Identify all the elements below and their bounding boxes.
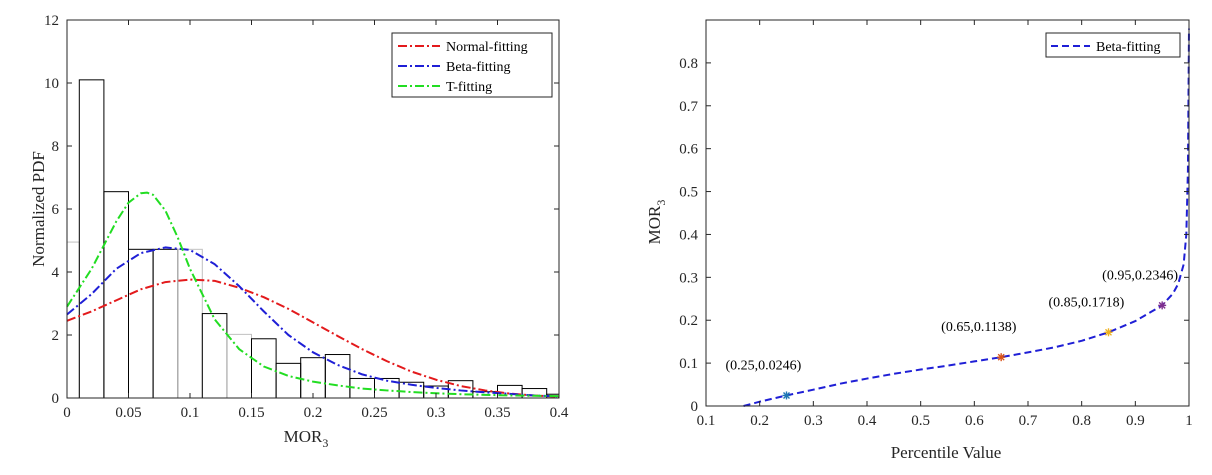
left-xtick-label: 0.35 [484, 405, 510, 421]
left-xtick-label: 0.3 [427, 405, 446, 421]
marker-annotation: (0.95,0.2346) [1102, 268, 1178, 283]
left-legend: Normal-fitting Beta-fitting T-fitting [391, 32, 553, 98]
left-xtick-label: 0.15 [238, 405, 264, 421]
left-xlabel-main: MOR [284, 427, 323, 446]
left-ytick-label: 0 [52, 391, 60, 407]
left-xtick-label: 0.2 [304, 405, 323, 421]
right-ytick-label: 0.1 [679, 356, 698, 372]
right-ytick-label: 0.7 [679, 99, 698, 115]
right-ytick-label: 0.4 [679, 227, 698, 243]
right-ytick-label: 0.3 [679, 270, 698, 286]
left-ytick-label: 8 [52, 139, 60, 155]
histogram-bar [78, 79, 105, 399]
legend-label-normal-fitting: Normal-fitting [446, 40, 528, 55]
left-histogram-chart: 0 0.05 0.1 0.15 0.2 0.25 0.3 0.35 0.4 0 2 4 6 8 10 12 N… [29, 13, 569, 450]
marker-annotation: (0.85,0.1718) [1049, 295, 1125, 310]
right-plot-frame [705, 19, 1190, 407]
left-xtick-label: 0.25 [361, 405, 387, 421]
left-ytick-label: 12 [44, 13, 59, 29]
histogram-bar [177, 248, 203, 399]
series-line-t-fitting [66, 191, 560, 398]
series-line-beta-fitting [743, 28, 1190, 407]
series-line-normal-fitting [66, 278, 560, 398]
left-xtick-label: 0.1 [181, 405, 200, 421]
histogram-bar [201, 313, 228, 399]
left-xlabel: MOR3 [284, 427, 329, 450]
right-xtick-label: 0.8 [1072, 413, 1091, 429]
histogram-bars [66, 79, 560, 399]
left-xtick-label: 0.05 [115, 405, 141, 421]
right-percentile-chart: (0.25,0.0246) (0.65,0.1138) (0.85,0.1718) (… [645, 19, 1193, 462]
right-ytick-label: 0 [691, 399, 699, 415]
left-ytick-label: 2 [52, 328, 60, 344]
right-axis-ticks: 0.1 0.2 0.3 0.4 0.5 0.6 0.7 0.8 0.9 100.10.20.30.… [679, 20, 1193, 429]
histogram-bar [128, 248, 154, 399]
percentile-curve [743, 28, 1190, 407]
right-xtick-label: 0.1 [697, 413, 716, 429]
series-line-beta-fitting [66, 246, 560, 398]
percentile-marker [997, 353, 1006, 362]
percentile-markers: (0.25,0.0246) (0.65,0.1138) (0.85,0.1718) (… [726, 268, 1178, 400]
fit-curves [66, 191, 560, 398]
right-xtick-label: 1 [1185, 413, 1193, 429]
histogram-bar [152, 248, 179, 399]
left-ytick-label: 6 [52, 202, 60, 218]
right-xtick-label: 0.7 [1019, 413, 1038, 429]
right-ytick-label: 0.5 [679, 185, 698, 201]
left-xtick-label: 0.4 [550, 405, 569, 421]
marker-annotation: (0.25,0.0246) [726, 358, 802, 373]
right-ytick-label: 0.2 [679, 313, 698, 329]
histogram-bar [251, 338, 277, 399]
left-xlabel-subscript: 3 [322, 436, 328, 450]
legend-label-beta-fitting: Beta-fitting [446, 60, 511, 75]
percentile-marker [1158, 301, 1167, 310]
left-ytick-label: 4 [52, 265, 60, 281]
right-xlabel: Percentile Value [891, 443, 1002, 462]
legend-label-beta-fitting: Beta-fitting [1096, 40, 1161, 55]
right-legend: Beta-fitting [1045, 32, 1181, 58]
histogram-bar [275, 362, 302, 399]
right-xtick-label: 0.3 [804, 413, 823, 429]
histogram-bar [226, 333, 252, 399]
right-xtick-label: 0.9 [1126, 413, 1145, 429]
right-ylabel: MOR3 [645, 200, 668, 245]
right-xtick-label: 0.5 [911, 413, 930, 429]
right-ylabel-subscript: 3 [654, 200, 668, 206]
histogram-bar [300, 357, 326, 399]
left-axis-ticks: 0 0.05 0.1 0.15 0.2 0.25 0.3 0.35 0.4 0 2 4 6 8 10 12 [44, 13, 569, 421]
right-xtick-label: 0.2 [750, 413, 769, 429]
right-ylabel-main: MOR [645, 205, 664, 244]
percentile-marker [782, 391, 791, 400]
right-xtick-label: 0.6 [965, 413, 984, 429]
marker-annotation: (0.65,0.1138) [941, 320, 1017, 335]
percentile-marker [1104, 328, 1113, 337]
legend-label-t-fitting: T-fitting [446, 80, 492, 95]
left-xtick-label: 0 [63, 405, 71, 421]
right-ytick-label: 0.8 [679, 56, 698, 72]
left-ylabel: Normalized PDF [29, 151, 48, 267]
right-xtick-label: 0.4 [858, 413, 877, 429]
right-ytick-label: 0.6 [679, 142, 698, 158]
left-ytick-label: 10 [44, 76, 59, 92]
